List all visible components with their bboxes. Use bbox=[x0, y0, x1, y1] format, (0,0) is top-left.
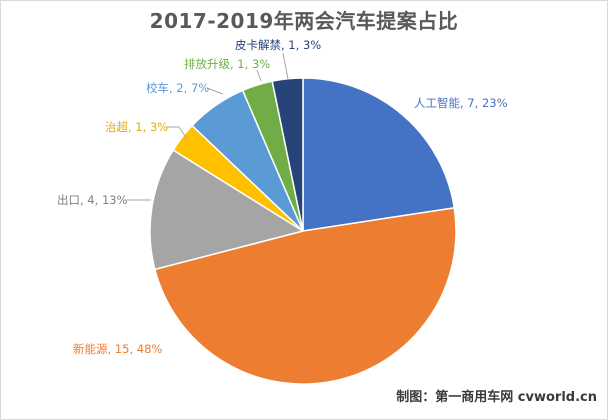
chart-title: 2017-2019年两会汽车提案占比 bbox=[149, 9, 459, 33]
label-leader-line bbox=[282, 52, 289, 80]
label-leader-line bbox=[167, 126, 188, 140]
label-leader-line bbox=[256, 69, 262, 82]
slice-data-label: 出口, 4, 13% bbox=[57, 193, 128, 207]
slice-data-label: 新能源, 15, 48% bbox=[73, 342, 162, 356]
slice-data-label: 排放升级, 1, 3% bbox=[184, 57, 270, 71]
pie-slice bbox=[153, 206, 457, 385]
pie-slice bbox=[149, 149, 305, 271]
slice-data-label: 治超, 1, 3% bbox=[105, 120, 168, 134]
pie-slice bbox=[302, 77, 456, 232]
slice-data-label: 皮卡解禁, 1, 3% bbox=[235, 38, 321, 52]
label-leader-line bbox=[206, 87, 224, 95]
chart-credit: 制图：第一商用车网 cvworld.cn bbox=[396, 390, 597, 405]
slice-data-label: 校车, 2, 7% bbox=[146, 81, 209, 95]
slice-data-label: 人工智能, 7, 23% bbox=[414, 96, 508, 110]
